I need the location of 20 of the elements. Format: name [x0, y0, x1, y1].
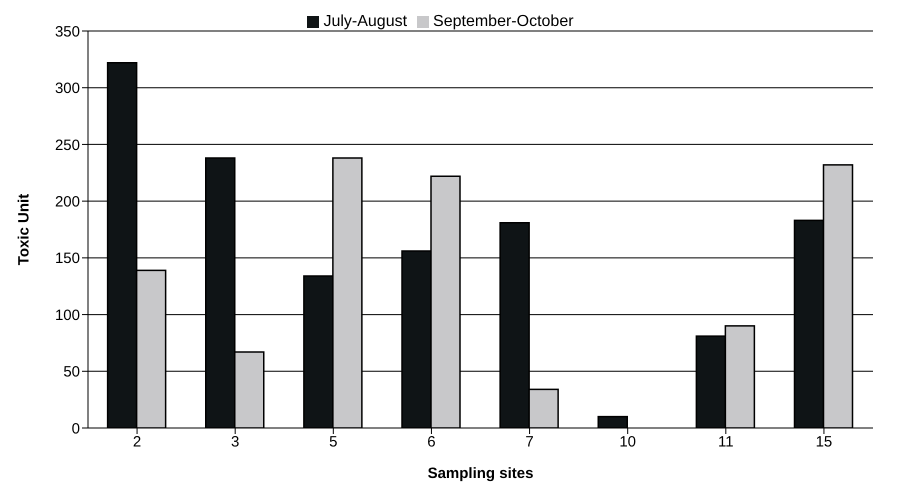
x-tick-label: 6 [427, 434, 436, 451]
y-tick-label: 350 [54, 23, 80, 40]
y-tick-label: 100 [54, 306, 80, 324]
x-tick-label: 5 [329, 434, 338, 451]
y-tick-label: 300 [54, 80, 80, 98]
y-tick-label: 250 [54, 136, 80, 154]
y-tick-label: 50 [63, 364, 80, 381]
x-tick-label: 7 [525, 434, 534, 451]
y-axis-title: Toxic Unit [15, 194, 32, 266]
x-tick-label: 11 [718, 434, 734, 451]
y-tick-label: 150 [54, 250, 80, 268]
legend-label: July-August [323, 13, 408, 30]
x-tick-label: 3 [231, 434, 240, 451]
y-tick-label: 0 [72, 420, 80, 438]
legend-label: September-October [433, 13, 574, 30]
x-tick-label: 10 [619, 434, 636, 451]
y-tick-label: 200 [54, 193, 80, 210]
x-axis-title: Sampling sites [428, 465, 534, 482]
x-tick-label: 15 [816, 434, 832, 451]
x-tick-label: 2 [132, 434, 142, 451]
